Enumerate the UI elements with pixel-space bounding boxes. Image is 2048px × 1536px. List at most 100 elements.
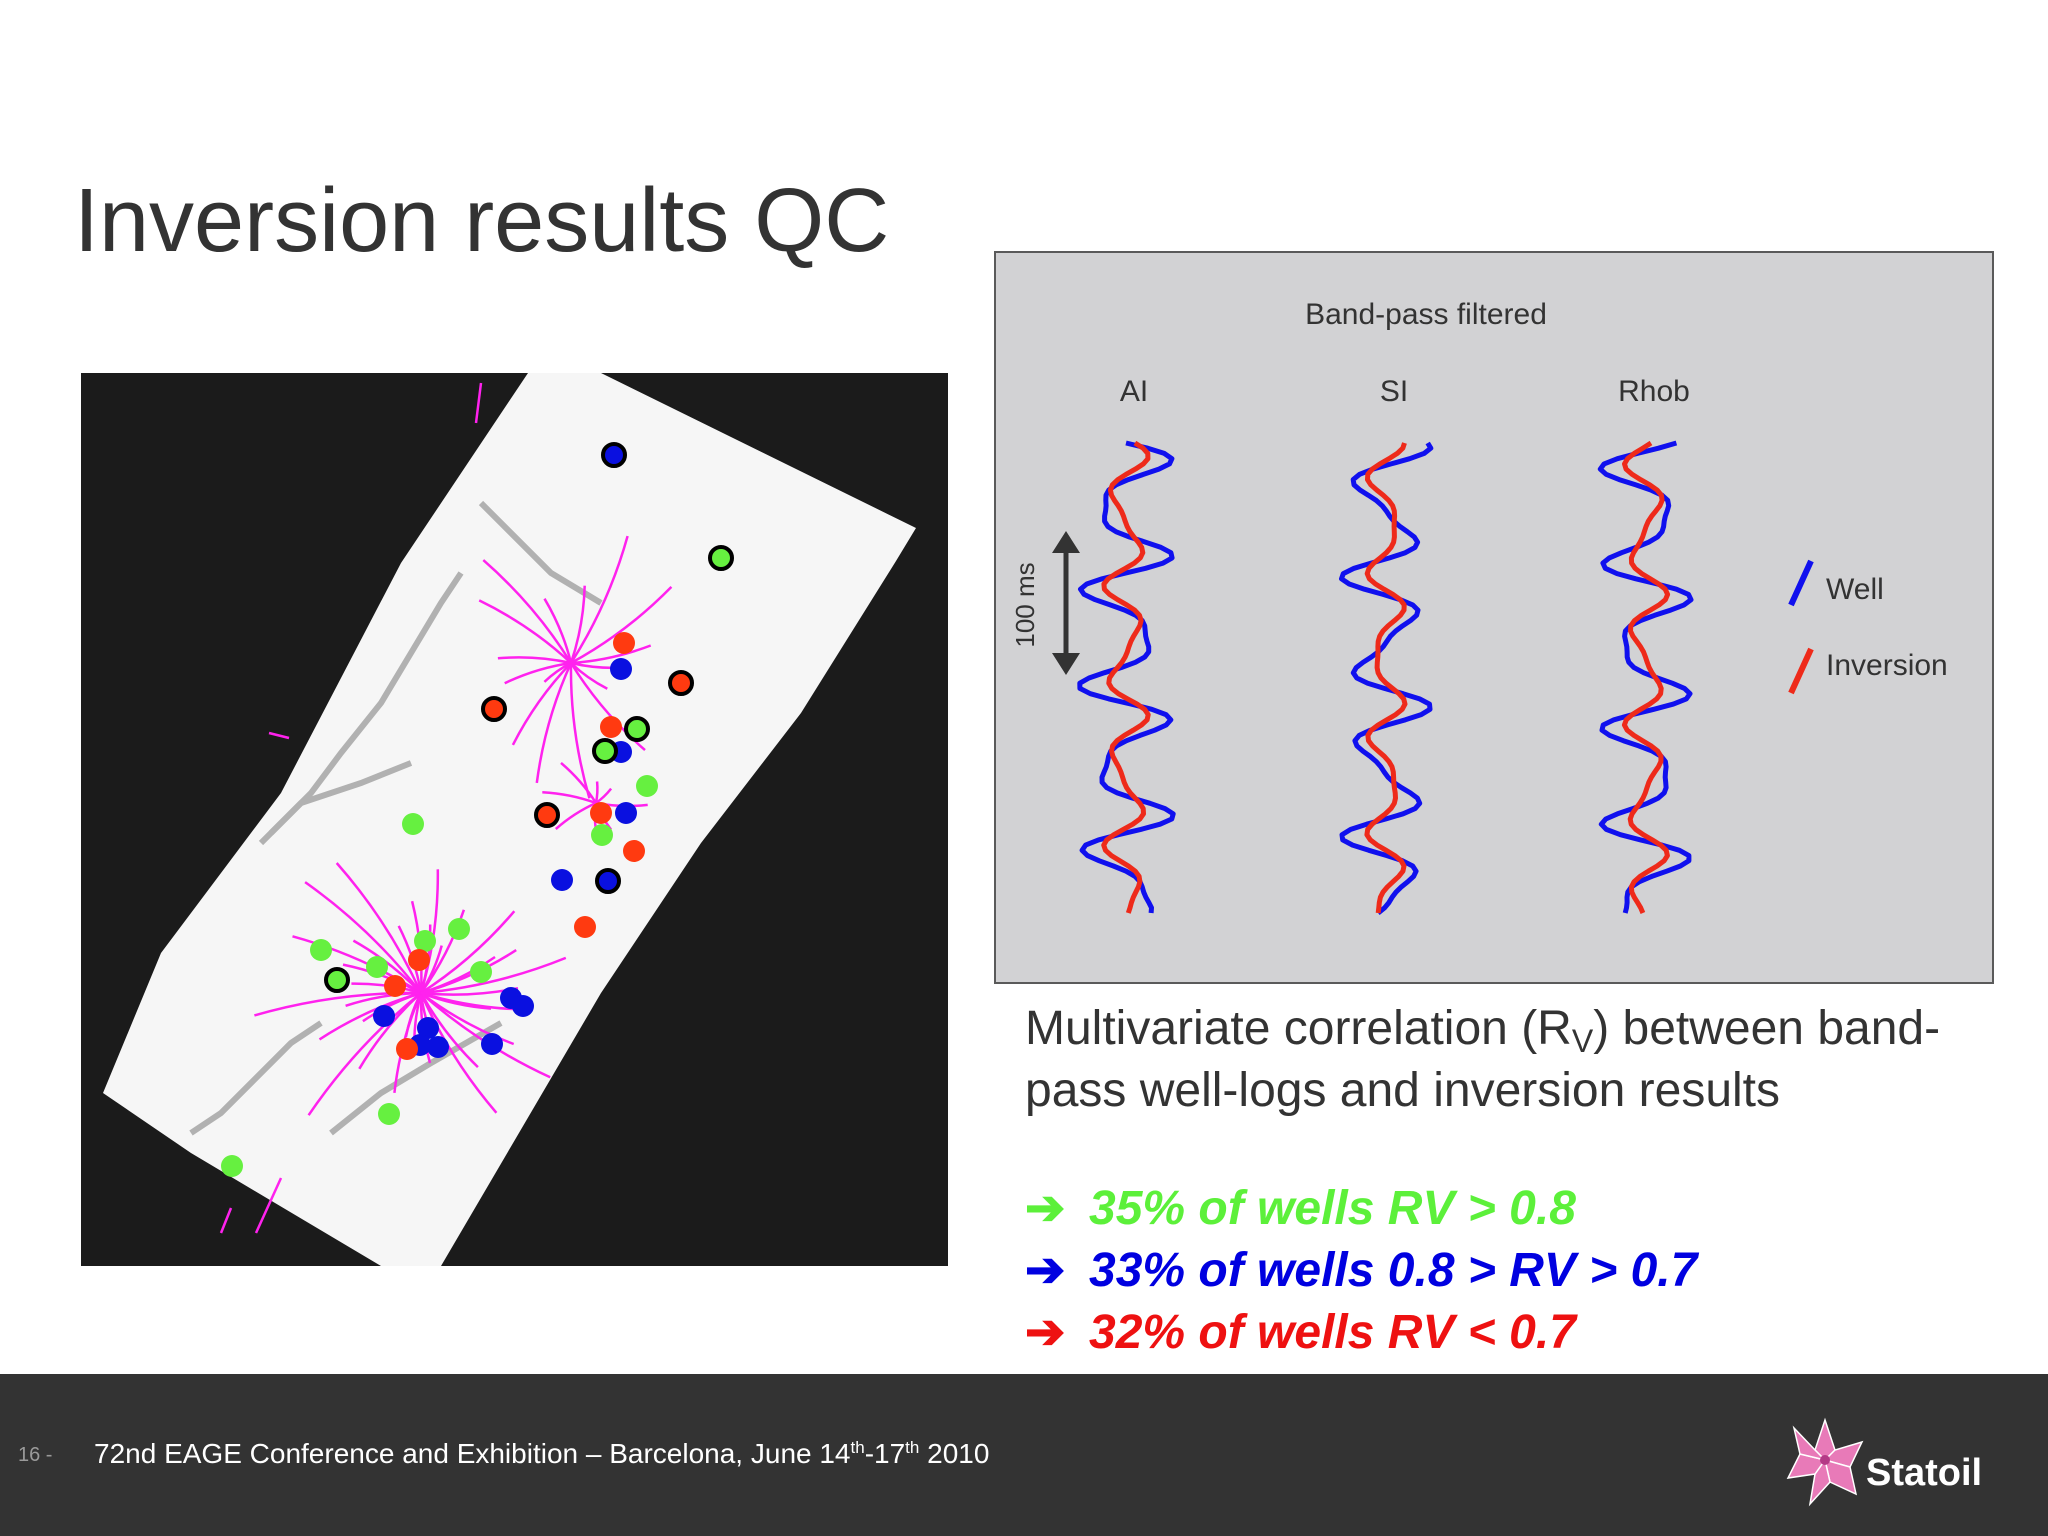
conference-text-a: 72nd EAGE Conference and Exhibition – Ba… (94, 1438, 851, 1469)
legend-well-label: Well (1826, 573, 1884, 606)
well-path (254, 1177, 283, 1234)
arrow-icon: ➔ (1025, 1306, 1066, 1359)
stat-medium-correlation: ➔ 33% of wells 0.8 > RV > 0.7 (1025, 1242, 1697, 1298)
well-marker (481, 696, 507, 722)
description-subscript: V (1571, 1023, 1594, 1059)
well-marker (448, 918, 470, 940)
logs-header: Band-pass filtered (1305, 298, 1547, 331)
well-path (292, 935, 422, 995)
survey-map-graphic (81, 373, 948, 1266)
well-log-trace (1597, 440, 1694, 914)
well-path (504, 661, 572, 685)
well-marker (610, 658, 632, 680)
well-marker (408, 949, 430, 971)
stat-high-correlation: ➔ 35% of wells RV > 0.8 (1025, 1180, 1576, 1236)
well-path (543, 598, 573, 664)
well-path (511, 662, 572, 746)
well-path (478, 599, 572, 664)
well-path (569, 662, 591, 799)
well-marker (417, 1017, 439, 1039)
well-path (560, 761, 598, 804)
page-number: 16 - (18, 1444, 53, 1466)
well-path (318, 991, 422, 1041)
well-marker (613, 632, 635, 654)
well-marker (600, 716, 622, 738)
statoil-star-icon (1786, 1417, 1864, 1507)
wells (221, 442, 734, 1177)
conference-text-c: 2010 (919, 1438, 990, 1469)
well-marker (708, 545, 734, 571)
inversion-log-trace (1621, 440, 1671, 914)
well-marker (551, 869, 573, 891)
stat-low-correlation: ➔ 32% of wells RV < 0.7 (1025, 1304, 1576, 1360)
well-marker (384, 975, 406, 997)
well-marker (595, 868, 621, 894)
column-label-ai: AI (1120, 375, 1148, 408)
well-path (304, 881, 422, 994)
well-marker (591, 824, 613, 846)
well-marker (590, 802, 612, 824)
stat-high-text: 35% of wells RV > 0.8 (1089, 1182, 1576, 1235)
well-path (404, 992, 423, 1038)
conference-sup2: th (905, 1438, 920, 1457)
description-part2: ) between band-pass well-logs and invers… (1025, 1002, 1941, 1117)
well-path (482, 559, 573, 664)
log-traces (1077, 440, 1694, 915)
well-marker (402, 813, 424, 835)
well-marker (615, 802, 637, 824)
well-marker (221, 1155, 243, 1177)
fault-lines (189, 500, 603, 1136)
arrow-icon: ➔ (1025, 1182, 1066, 1235)
well-marker (427, 1036, 449, 1058)
well-path (307, 992, 422, 1116)
arrow-icon: ➔ (1025, 1244, 1066, 1297)
conference-sup1: th (850, 1438, 865, 1457)
time-scale-arrow (1052, 531, 1080, 675)
slide-title: Inversion results QC (74, 171, 890, 271)
well-path (569, 535, 629, 664)
well-path (542, 790, 597, 805)
well-path (268, 731, 290, 740)
well-path (569, 585, 586, 664)
inversion-log-trace (1364, 442, 1408, 914)
survey-map (81, 373, 948, 1266)
well-marker (624, 716, 650, 742)
well-path (535, 662, 573, 784)
well-marker (636, 775, 658, 797)
column-label-si: SI (1380, 375, 1408, 408)
time-scale-label: 100 ms (1010, 562, 1040, 647)
well-path (335, 862, 423, 994)
well-path (595, 787, 613, 805)
well-marker (310, 939, 332, 961)
well-path (219, 1207, 233, 1234)
logs-panel: Band-pass filtered AI SI Rhob 100 ms Wel… (994, 251, 1994, 984)
well-log-trace (1339, 441, 1434, 915)
inversion-log-trace (1101, 440, 1151, 914)
well-marker (378, 1103, 400, 1125)
well-marker (366, 956, 388, 978)
well-marker (592, 738, 618, 764)
well-path (419, 992, 498, 1114)
column-label-rhob: Rhob (1618, 375, 1690, 408)
well-marker (324, 967, 350, 993)
stat-low-text: 32% of wells RV < 0.7 (1089, 1306, 1576, 1359)
well-marker (396, 1038, 418, 1060)
well-marker (373, 1005, 395, 1027)
well-marker (470, 961, 492, 983)
survey-outline (103, 373, 916, 1266)
footer: 16 - 72nd EAGE Conference and Exhibition… (0, 1374, 2048, 1536)
well-path (594, 781, 599, 804)
legend-well-mark (1788, 559, 1814, 607)
statoil-logo: Statoil (1780, 1412, 2000, 1512)
legend-inversion-mark (1788, 647, 1814, 695)
correlation-description: Multivariate correlation (RV) between ba… (1025, 998, 2015, 1122)
logo-text: Statoil (1866, 1452, 1983, 1494)
well-path (420, 991, 492, 1010)
well-marker (623, 840, 645, 862)
well-marker (601, 442, 627, 468)
well-marker (668, 670, 694, 696)
legend-inversion-label: Inversion (1826, 649, 1948, 682)
well-path (497, 656, 572, 665)
well-path (358, 992, 422, 1070)
stat-medium-text: 33% of wells 0.8 > RV > 0.7 (1089, 1244, 1698, 1297)
